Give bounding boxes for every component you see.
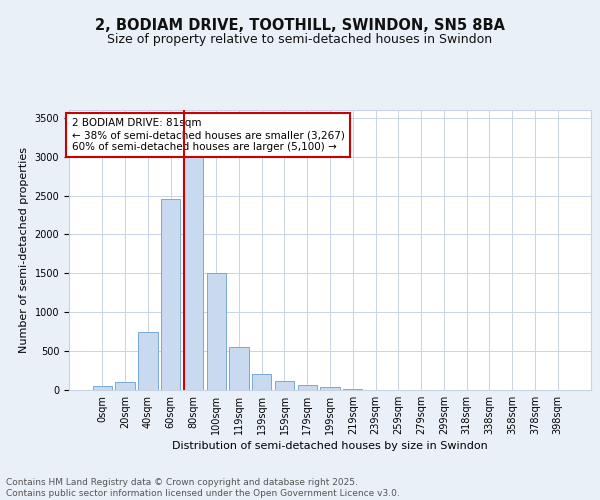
X-axis label: Distribution of semi-detached houses by size in Swindon: Distribution of semi-detached houses by … <box>172 441 488 451</box>
Bar <box>161 200 181 390</box>
Bar <box>184 134 203 390</box>
Text: Contains HM Land Registry data © Crown copyright and database right 2025.
Contai: Contains HM Land Registry data © Crown c… <box>6 478 400 498</box>
Bar <box>252 374 271 390</box>
Bar <box>115 382 135 390</box>
Bar <box>275 382 294 390</box>
Bar <box>320 387 340 390</box>
Text: Size of property relative to semi-detached houses in Swindon: Size of property relative to semi-detach… <box>107 32 493 46</box>
Bar <box>298 386 317 390</box>
Text: 2, BODIAM DRIVE, TOOTHILL, SWINDON, SN5 8BA: 2, BODIAM DRIVE, TOOTHILL, SWINDON, SN5 … <box>95 18 505 32</box>
Bar <box>138 332 158 390</box>
Bar <box>343 389 362 390</box>
Text: 2 BODIAM DRIVE: 81sqm
← 38% of semi-detached houses are smaller (3,267)
60% of s: 2 BODIAM DRIVE: 81sqm ← 38% of semi-deta… <box>71 118 344 152</box>
Bar <box>229 347 248 390</box>
Bar <box>93 386 112 390</box>
Y-axis label: Number of semi-detached properties: Number of semi-detached properties <box>19 147 29 353</box>
Bar <box>206 274 226 390</box>
